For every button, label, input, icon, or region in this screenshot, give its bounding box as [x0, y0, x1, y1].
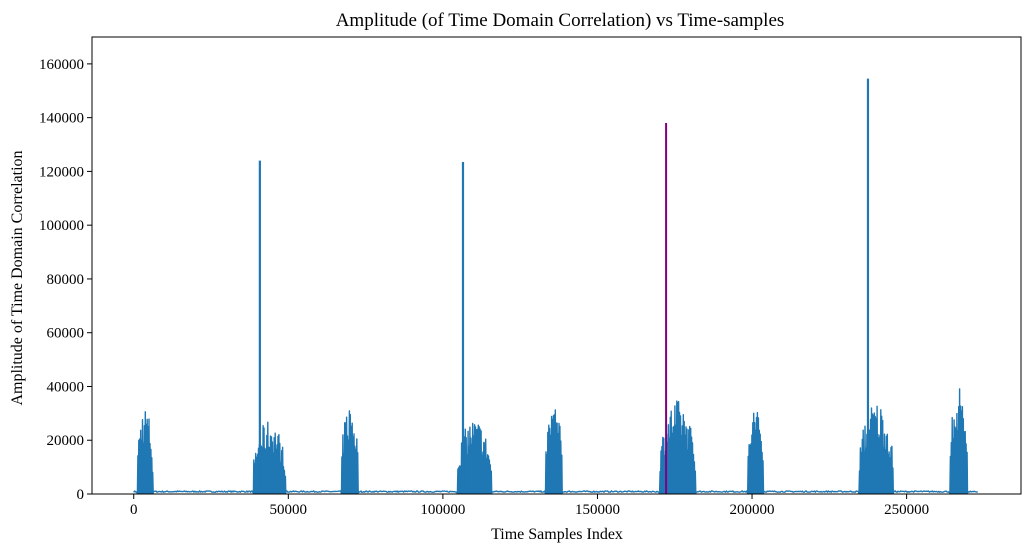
y-tick-label: 100000: [39, 218, 84, 234]
y-axis-ticks: 0 20000 40000 60000 80000 100000 120000 140000 1…: [39, 57, 92, 503]
y-tick-label: 0: [77, 487, 85, 503]
y-tick-label: 120000: [39, 164, 84, 180]
x-tick-label: 250000: [884, 502, 929, 518]
plot-background: [92, 37, 1021, 494]
y-tick-label: 20000: [47, 433, 85, 449]
plot-area: 0 20000 40000 60000 80000 100000 120000 140000 1…: [39, 36, 1022, 518]
x-tick-label: 50000: [270, 502, 308, 518]
y-tick-label: 160000: [39, 57, 84, 73]
series-line-correlation: [133, 388, 978, 495]
y-tick-label: 40000: [47, 379, 85, 395]
y-tick-label: 140000: [39, 111, 84, 127]
x-tick-label: 200000: [730, 502, 775, 518]
x-axis-ticks: 0 50000 100000 150000 200000 250000: [130, 494, 929, 518]
x-tick-label: 0: [130, 502, 138, 518]
y-tick-label: 60000: [47, 326, 85, 342]
x-tick-label: 100000: [420, 502, 465, 518]
chart-title: Amplitude (of Time Domain Correlation) v…: [336, 10, 785, 31]
y-axis-label: Amplitude of Time Domain Correlation: [9, 150, 26, 405]
plot-frame: [91, 36, 1022, 495]
y-tick-label: 80000: [47, 272, 85, 288]
x-axis-label: Time Samples Index: [491, 526, 623, 543]
x-tick-label: 150000: [575, 502, 620, 518]
